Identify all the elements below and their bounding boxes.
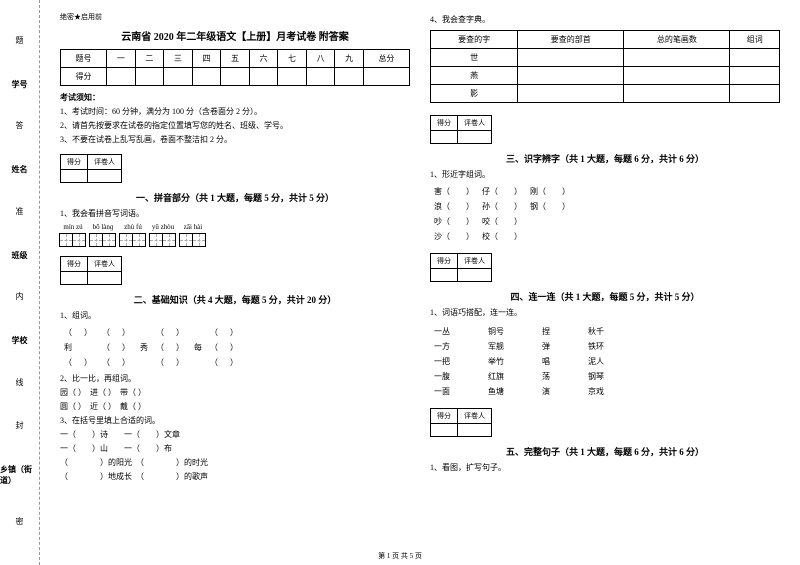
- pinyin-item: bō lànɡ: [90, 223, 116, 247]
- section-5-title: 五、完整句子（共 1 大题，每题 6 分，共计 6 分）: [430, 445, 780, 458]
- table-header: 七: [278, 50, 307, 68]
- side-label-id: 学号: [12, 79, 28, 90]
- scorebox-label: 得分: [61, 155, 88, 170]
- pinyin-item: zhù fú: [120, 223, 146, 247]
- scorebox-label: 得分: [431, 254, 458, 269]
- table-header: 五: [221, 50, 250, 68]
- table-cell: 影: [431, 85, 518, 103]
- table-header: 总的笔画数: [624, 31, 730, 49]
- scorebox-label: 评卷人: [458, 409, 492, 424]
- section-3-title: 三、识字辨字（共 1 大题，每题 6 分，共计 6 分）: [430, 152, 780, 165]
- side-mark: 题: [14, 36, 25, 48]
- notice-header: 考试须知：: [60, 92, 410, 103]
- score-box: 得分评卷人: [430, 253, 492, 282]
- fill-line: （ ）地成长 （ ）的歌声: [60, 471, 410, 483]
- table-header: 一: [107, 50, 136, 68]
- scorebox-label: 评卷人: [88, 155, 122, 170]
- side-mark: 答: [14, 121, 25, 133]
- notice-item: 2、请首先按要求在试卷的指定位置填写您的姓名、班级、学号。: [60, 120, 410, 132]
- right-column: 4、我会查字典。 要查的字 要查的部首 总的笔画数 组词 世 燕 影 得分评卷人…: [420, 12, 790, 545]
- table-header: 二: [135, 50, 164, 68]
- table-header: 三: [164, 50, 193, 68]
- score-box: 得分评卷人: [60, 154, 122, 183]
- section-4-title: 四、连一连（共 1 大题，每题 5 分，共计 5 分）: [430, 290, 780, 303]
- scorebox-label: 得分: [431, 116, 458, 131]
- scorebox-label: 评卷人: [458, 116, 492, 131]
- match-columns: 一丛铜号 一方军舰 一把举竹 一腹红旗 一面鱼塘 捏秋千 弹铁环 唱泥人 荡钢琴…: [430, 321, 780, 402]
- table-header: 九: [335, 50, 364, 68]
- score-box: 得分评卷人: [430, 408, 492, 437]
- side-mark: 内: [14, 292, 25, 304]
- score-box: 得分评卷人: [60, 256, 122, 285]
- paper-title: 云南省 2020 年二年级语文【上册】月考试卷 附答案: [60, 28, 410, 43]
- match-col: 捏秋千 弹铁环 唱泥人 荡钢琴 演京戏: [538, 324, 608, 399]
- notice-item: 3、不要在试卷上乱写乱画，卷面不整洁扣 2 分。: [60, 134, 410, 146]
- table-cell: 得分: [61, 68, 107, 86]
- pinyin-item: mín zú: [60, 223, 86, 247]
- dictionary-table: 要查的字 要查的部首 总的笔画数 组词 世 燕 影: [430, 30, 780, 103]
- section-2-title: 二、基础知识（共 4 大题，每题 5 分，共计 20 分）: [60, 293, 410, 306]
- page-footer: 第 1 页 共 5 页: [0, 551, 800, 561]
- question-label: 1、形近字组词。: [430, 169, 780, 181]
- table-header: 总分: [363, 50, 409, 68]
- left-column: 绝密★启用前 云南省 2020 年二年级语文【上册】月考试卷 附答案 题号 一 …: [50, 12, 420, 545]
- exam-page: 题 学号 答 姓名 准 班级 内 学校 线 封 乡镇（街道） 密 绝密★启用前 …: [0, 0, 800, 565]
- question-label: 1、看图，扩写句子。: [430, 462, 780, 474]
- compare-line: 园（ ） 进（ ） 带（ ）: [60, 387, 410, 399]
- zuci-grid: （ ）（ ）（ ）（ ） 利（ ）秀（ ）每（ ） （ ）（ ）（ ）（ ）: [60, 325, 244, 370]
- question-label: 1、我会看拼音写词语。: [60, 208, 410, 220]
- scorebox-label: 得分: [61, 257, 88, 272]
- fill-line: 一（ ）山 一（ ）布: [60, 443, 410, 455]
- match-col: 一丛铜号 一方军舰 一把举竹 一腹红旗 一面鱼塘: [430, 324, 508, 399]
- table-header: 四: [192, 50, 221, 68]
- table-header: 组词: [730, 31, 780, 49]
- xingjin-table: 害（ ）仔（ ）刚（ ） 浪（ ）孙（ ）钢（ ） 吵（ ）咬（ ） 沙（ ）校…: [430, 184, 574, 244]
- score-summary-table: 题号 一 二 三 四 五 六 七 八 九 总分 得分: [60, 49, 410, 86]
- confidential-label: 绝密★启用前: [60, 12, 410, 22]
- table-header: 要查的部首: [518, 31, 624, 49]
- scorebox-label: 得分: [431, 409, 458, 424]
- side-mark: 密: [14, 517, 25, 529]
- table-header: 题号: [61, 50, 107, 68]
- table-header: 要查的字: [431, 31, 518, 49]
- scorebox-label: 评卷人: [458, 254, 492, 269]
- content-area: 绝密★启用前 云南省 2020 年二年级语文【上册】月考试卷 附答案 题号 一 …: [40, 0, 800, 565]
- question-label: 3、在括号里填上合适的词。: [60, 415, 410, 427]
- side-label-name: 姓名: [12, 164, 28, 175]
- notice-item: 1、考试时间：60 分钟，满分为 100 分（含卷面分 2 分）。: [60, 106, 410, 118]
- scorebox-label: 评卷人: [88, 257, 122, 272]
- side-label-class: 班级: [12, 250, 28, 261]
- side-mark: 线: [14, 378, 25, 390]
- question-label: 4、我会查字典。: [430, 14, 780, 26]
- table-header: 六: [249, 50, 278, 68]
- section-1-title: 一、拼音部分（共 1 大题，每题 5 分，共计 5 分）: [60, 191, 410, 204]
- question-label: 1、组词。: [60, 310, 410, 322]
- fill-line: 一（ ）诗 一（ ）文章: [60, 429, 410, 441]
- table-header: 八: [306, 50, 335, 68]
- side-label-school: 学校: [12, 335, 28, 346]
- pinyin-row: mín zú bō lànɡ zhù fú yǔ zhòu zāi hài: [60, 223, 410, 247]
- score-box: 得分评卷人: [430, 115, 492, 144]
- side-mark: 封: [14, 421, 25, 433]
- fill-line: （ ）的阳光 （ ）的时光: [60, 457, 410, 469]
- side-label-township: 乡镇（街道）: [0, 464, 39, 486]
- pinyin-item: zāi hài: [180, 223, 206, 247]
- question-label: 1、词语巧搭配，连一连。: [430, 307, 780, 319]
- question-label: 2、比一比，再组词。: [60, 373, 410, 385]
- compare-line: 圆（ ） 近（ ） 戴（ ）: [60, 401, 410, 413]
- table-cell: 世: [431, 49, 518, 67]
- table-cell: 燕: [431, 67, 518, 85]
- binding-margin: 题 学号 答 姓名 准 班级 内 学校 线 封 乡镇（街道） 密: [0, 0, 40, 565]
- side-mark: 准: [14, 207, 25, 219]
- pinyin-item: yǔ zhòu: [150, 223, 176, 247]
